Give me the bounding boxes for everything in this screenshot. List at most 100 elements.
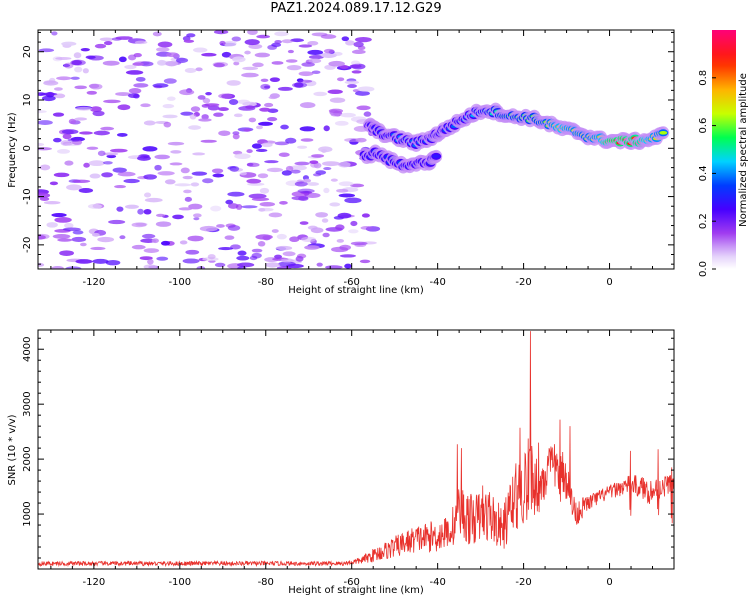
heatmap-blob — [339, 254, 357, 258]
heatmap-blob — [320, 34, 337, 39]
heatmap-blob — [86, 90, 98, 95]
heatmap-blob — [280, 258, 294, 263]
heatmap-blob — [271, 61, 284, 65]
heatmap-blob — [53, 137, 62, 143]
heatmap-blob — [154, 164, 162, 171]
heatmap-blob — [259, 107, 271, 112]
heatmap-blob — [180, 111, 194, 116]
heatmap-blob — [243, 128, 251, 132]
heatmap-blob — [236, 255, 250, 261]
heatmap-blob — [127, 93, 140, 99]
heatmap-blob — [193, 217, 200, 221]
heatmap-blob — [154, 154, 170, 160]
heatmap-blob — [330, 178, 338, 182]
heatmap-blob — [187, 235, 204, 242]
heatmap-blob — [290, 169, 301, 174]
heatmap-blob — [38, 142, 45, 147]
heatmap-blob — [351, 49, 366, 55]
heatmap-blob — [88, 160, 105, 167]
heatmap-blob — [49, 181, 59, 186]
snr-x-ticks: -120 -100 -80 -60 -40 -20 0 — [50, 330, 675, 588]
heatmap-blob — [330, 112, 340, 117]
heatmap-blob — [89, 173, 101, 179]
heatmap-blob — [298, 79, 313, 83]
heatmap-blob — [73, 52, 82, 59]
heatmap-blob — [56, 149, 71, 154]
colorbar-gradient — [712, 30, 736, 269]
heatmap-blob — [53, 172, 70, 178]
heatmap-blob — [350, 220, 358, 227]
heatmap-blob — [348, 229, 359, 234]
x-tick-label: 0 — [606, 577, 612, 588]
heatmap-blob — [361, 213, 370, 218]
heatmap-blob — [141, 233, 156, 239]
heatmap-blob — [164, 179, 176, 185]
x-tick-label: -20 — [515, 277, 531, 288]
heatmap-blob — [360, 226, 373, 230]
heatmap-blob — [285, 165, 294, 172]
figure-title: PAZ1.2024.089.17.12.G29 — [270, 1, 442, 16]
heatmap-blob — [114, 184, 127, 189]
heatmap-blob — [299, 221, 309, 225]
y-tick-label: 10 — [22, 94, 33, 107]
heatmap-blob — [218, 107, 229, 112]
heatmap-blob — [182, 258, 200, 264]
heatmap-blob — [105, 260, 121, 266]
heatmap-blob — [286, 263, 304, 269]
heatmap-blob — [156, 47, 170, 52]
heatmap-ridge-core — [659, 130, 668, 135]
heatmap-blob — [279, 200, 288, 205]
heatmap-blob — [337, 212, 352, 219]
heatmap-blob — [298, 44, 313, 48]
heatmap-blob — [180, 167, 190, 174]
heatmap-blob — [255, 234, 273, 240]
heatmap-blob — [246, 178, 262, 184]
heatmap-blob — [350, 183, 365, 188]
heatmap-blob — [166, 96, 176, 101]
heatmap-blob — [183, 189, 192, 194]
heatmap-blob — [329, 97, 346, 103]
heatmap-blob — [62, 227, 81, 232]
heatmap-blob — [202, 178, 214, 184]
heatmap-blob — [231, 36, 242, 42]
heatmap-blob — [249, 255, 258, 261]
spectrogram-y-ticks: -20 -10 0 10 20 — [22, 31, 674, 265]
heatmap-blob — [229, 165, 240, 172]
heatmap-blob — [298, 71, 314, 77]
heatmap-cells — [38, 30, 670, 269]
heatmap-blob — [247, 30, 258, 35]
colorbar-tick-label: 0.0 — [698, 261, 709, 277]
heatmap-blob — [344, 80, 360, 85]
heatmap-blob — [225, 199, 234, 205]
heatmap-blob — [306, 182, 320, 186]
heatmap-blob — [269, 93, 280, 99]
heatmap-blob — [334, 120, 349, 126]
heatmap-blob — [87, 203, 103, 209]
heatmap-blob — [137, 155, 151, 161]
heatmap-blob — [156, 256, 169, 261]
heatmap-blob — [155, 221, 172, 227]
heatmap-blob — [211, 168, 224, 174]
heatmap-blob — [116, 206, 124, 212]
heatmap-blob — [214, 262, 226, 268]
heatmap-blob — [72, 179, 91, 183]
heatmap-blob — [127, 54, 137, 61]
heatmap-blob — [170, 150, 182, 154]
heatmap-blob — [97, 236, 115, 243]
heatmap-blob — [144, 192, 152, 198]
spectrogram-x-label: Height of straight line (km) — [288, 285, 424, 296]
heatmap-blob — [247, 182, 265, 186]
heatmap-blob — [218, 130, 231, 136]
heatmap-blob — [226, 80, 241, 86]
heatmap-blob — [258, 208, 266, 212]
heatmap-blob — [332, 51, 343, 56]
colorbar-tick-label: 0.2 — [698, 213, 709, 229]
colorbar-ticks: 0.0 0.2 0.4 0.6 0.8 — [698, 70, 716, 277]
heatmap-blob — [257, 241, 266, 247]
heatmap-blob — [335, 224, 345, 231]
heatmap-blob — [190, 106, 201, 112]
heatmap-blob — [234, 153, 251, 160]
heatmap-blob — [80, 242, 87, 247]
heatmap-blob — [291, 196, 309, 201]
heatmap-blob — [102, 152, 119, 156]
